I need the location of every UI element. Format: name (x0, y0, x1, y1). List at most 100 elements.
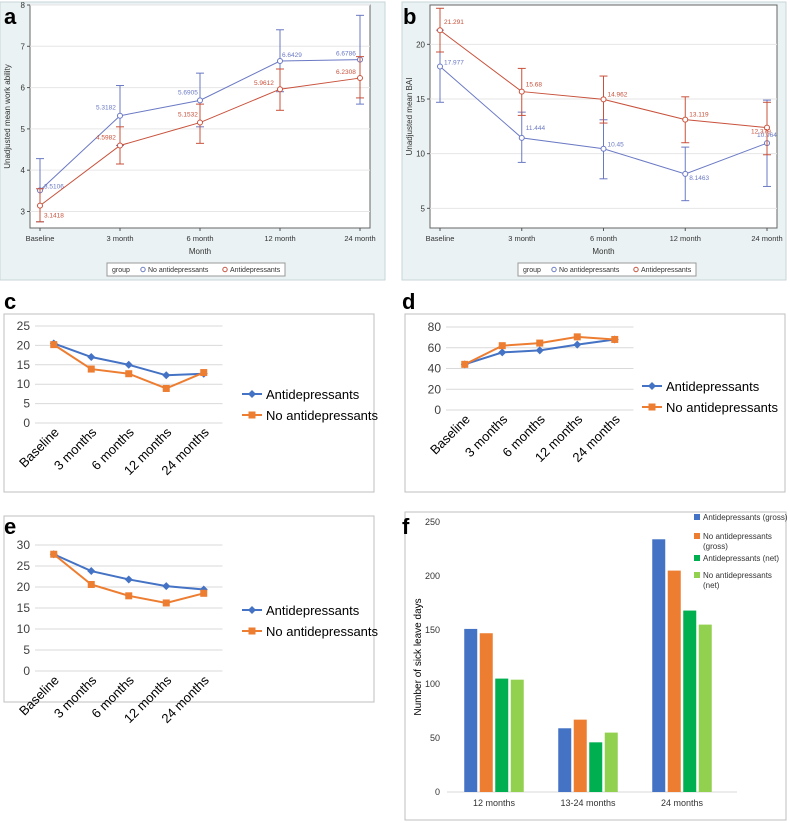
y-tick-label: 20 (416, 40, 425, 49)
y-tick-label: 10 (17, 622, 31, 636)
legend-marker (648, 403, 656, 411)
x-tick-label: Baseline (426, 234, 455, 243)
legend-label: Antidepressants (net) (703, 554, 779, 563)
data-point (37, 202, 43, 209)
y-tick-label: 8 (21, 1, 26, 10)
legend-marker (633, 266, 639, 273)
panel-letter-a: a (4, 4, 17, 29)
legend-label: Antidepressants (666, 379, 760, 394)
legend-marker (140, 266, 146, 273)
y-tick-label: 200 (425, 571, 440, 581)
legend-swatch (694, 572, 700, 578)
panel-letter-b: b (403, 4, 416, 29)
data-point (600, 145, 607, 152)
data-point (518, 88, 525, 95)
data-point (764, 124, 770, 131)
legend-label: No antidepressants (gross) (703, 532, 772, 551)
data-point (518, 134, 525, 141)
data-point (277, 86, 283, 93)
bar (464, 628, 478, 792)
data-label: 13.119 (689, 112, 709, 119)
bar (652, 539, 666, 792)
y-tick-label: 4 (21, 166, 26, 175)
data-point (535, 346, 544, 355)
data-point (125, 592, 133, 600)
x-tick-label: Baseline (26, 234, 55, 243)
x-tick-label: 13-24 months (560, 798, 616, 808)
data-point (117, 112, 123, 119)
legend-marker (222, 266, 228, 273)
x-tick-label: 24 month (751, 234, 782, 243)
data-point (162, 582, 171, 591)
data-point (124, 360, 133, 369)
data-point (200, 589, 208, 597)
data-label: 17.977 (444, 59, 464, 66)
data-point (162, 371, 171, 380)
panel-letter-d: d (402, 289, 415, 314)
data-point (87, 365, 95, 373)
data-point (600, 96, 607, 103)
data-label: 15.68 (526, 82, 543, 89)
panel-f: 0 50 100 150 200 250 Number of sick leave days… (404, 511, 788, 821)
data-point (536, 339, 544, 347)
y-tick-label: 10 (17, 377, 31, 391)
legend-marker (551, 266, 557, 273)
x-tick-label: 12 month (670, 234, 701, 243)
panel-letter-c: c (4, 289, 16, 314)
data-label: 6.2308 (336, 69, 356, 76)
bar (479, 633, 493, 792)
legend-swatch (694, 514, 700, 520)
y-tick-label: 3 (21, 207, 26, 216)
panel-a: 3 4 5 6 7 8 Baseline 3 month 6 month 12 month 24 m… (0, 1, 386, 281)
data-point (162, 384, 170, 392)
y-tick-label: 80 (428, 320, 442, 334)
data-label: 6.6786 (336, 51, 356, 58)
panel-letter-f: f (402, 514, 410, 539)
data-label: 14.962 (608, 91, 628, 98)
x-axis-title: Month (189, 247, 211, 256)
y-tick-label: 0 (23, 664, 30, 678)
data-point (437, 27, 443, 34)
x-tick-label: 3 month (508, 234, 535, 243)
y-tick-label: 6 (21, 84, 26, 93)
data-label: 6.6429 (282, 52, 302, 59)
x-tick-label: 3 month (106, 234, 133, 243)
data-label: 8.1463 (689, 175, 709, 182)
legend-marker (248, 390, 256, 398)
data-point (498, 348, 507, 357)
data-point (87, 353, 96, 362)
data-label: 10.45 (608, 142, 625, 149)
y-tick-label: 10 (416, 150, 425, 159)
y-tick-label: 15 (416, 95, 425, 104)
panel-letter-e: e (4, 514, 16, 539)
bar (698, 624, 712, 792)
y-tick-label: 250 (425, 517, 440, 527)
data-point (50, 550, 58, 558)
y-tick-label: 20 (428, 382, 442, 396)
data-point (50, 341, 58, 349)
legend-label: No antidepressants (266, 408, 379, 423)
data-label: 5.9612 (254, 80, 274, 87)
y-tick-label: 25 (17, 559, 31, 573)
legend-marker (648, 382, 656, 390)
y-tick-label: 60 (428, 341, 442, 355)
data-point (125, 370, 133, 378)
data-point (498, 342, 506, 350)
legend-swatch (694, 555, 700, 561)
y-tick-label: 5 (21, 125, 26, 134)
legend-label: No antidepressants (266, 624, 379, 639)
data-point (611, 335, 619, 343)
data-point (200, 369, 208, 377)
data-label: 12.379 (751, 129, 771, 136)
legend-box (106, 262, 286, 277)
y-axis-title: Unadjusted mean BAI (405, 78, 414, 156)
data-point (87, 567, 96, 576)
bar (683, 610, 697, 792)
bar (589, 742, 603, 792)
legend-marker (248, 411, 256, 419)
data-label: 11.444 (526, 125, 546, 132)
